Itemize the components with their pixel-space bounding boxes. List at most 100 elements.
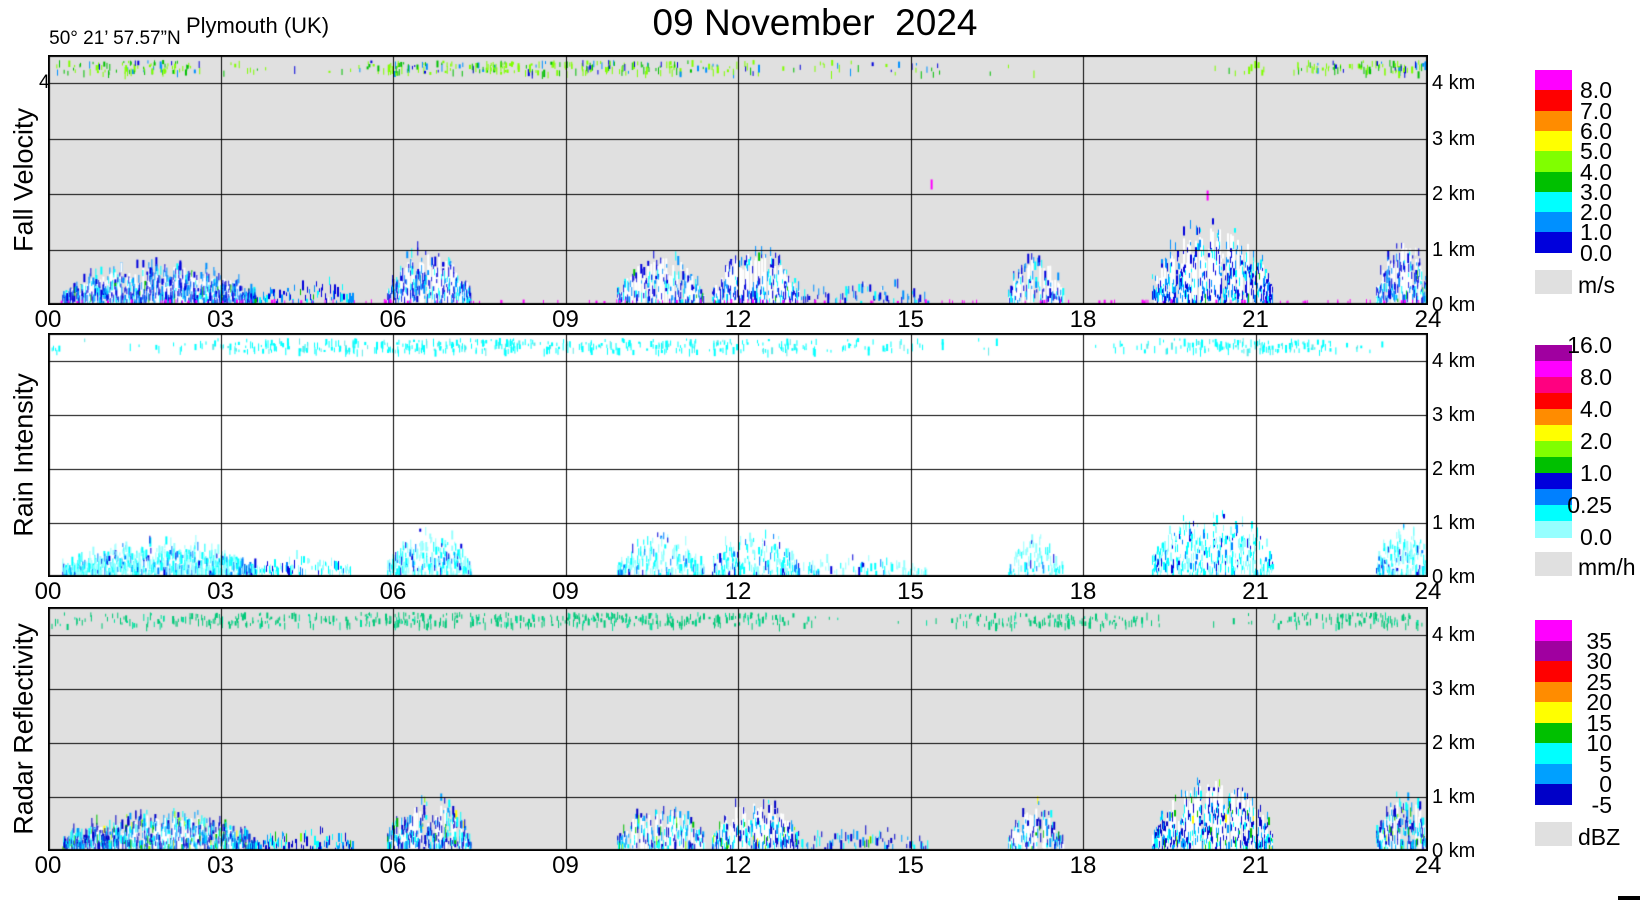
x-tick: 18 [1069, 852, 1097, 879]
fall-velocity-legend-label: 6.0 [1580, 117, 1612, 144]
x-tick: 18 [1069, 306, 1097, 333]
rain-intensity-legend-label: 0.0 [1580, 524, 1612, 550]
fall-velocity-legend-swatch [1535, 151, 1572, 172]
x-tick: 15 [897, 306, 924, 333]
fall-velocity-legend-swatch [1535, 70, 1572, 91]
fall-velocity-legend-swatch [1535, 171, 1572, 193]
panel-label-radar-reflectivity: Radar Reflectivity [8, 623, 39, 835]
rain-intensity-legend-swatch [1535, 457, 1572, 474]
fall-velocity-unit-label: m/s [1578, 272, 1616, 298]
fall-velocity-legend-swatch [1535, 110, 1572, 132]
latitude-text: 50° 21’ 57.57”N [49, 28, 181, 49]
fall-velocity-legend-swatch [1535, 212, 1572, 233]
fall-velocity-legend-swatch [1535, 191, 1572, 213]
rain-intensity-legend-label: 4.0 [1580, 396, 1612, 422]
x-tick: 15 [897, 578, 924, 605]
rain-intensity-legend-swatch [1535, 361, 1572, 378]
fall-velocity-legend-label: 5.0 [1580, 138, 1612, 165]
x-tick: 12 [724, 578, 752, 605]
x-tick: 09 [552, 578, 579, 605]
x-tick: 18 [1069, 578, 1097, 605]
x-tick: 21 [1242, 852, 1269, 879]
fall-velocity-legend-label: 3.0 [1580, 178, 1612, 205]
rain-intensity-legend-label: 8.0 [1580, 364, 1612, 390]
x-tick: 06 [379, 306, 407, 333]
x-tick: 09 [552, 306, 579, 333]
rain-intensity-legend-label: 0.25 [1567, 492, 1612, 518]
x-tick: 00 [34, 306, 62, 333]
radar-reflectivity-legend-swatch [1535, 640, 1572, 662]
radar-reflectivity-legend-swatch [1535, 763, 1572, 785]
rain-intensity-legend-swatch [1535, 377, 1572, 394]
y-tick: 0 km [1432, 294, 1476, 316]
page-title: 09 November 2024 [652, 2, 978, 43]
radar-reflectivity-legend-swatch [1535, 722, 1572, 744]
fall-velocity-legend-label: 8.0 [1580, 77, 1612, 104]
rain-intensity-legend-label: 2.0 [1580, 428, 1612, 454]
fall-velocity-legend-label: 0.0 [1580, 239, 1612, 266]
radar-reflectivity-legend-swatch [1535, 784, 1572, 805]
radar-reflectivity-legend-label: 10 [1586, 730, 1612, 756]
rain-intensity-legend-swatch [1535, 409, 1572, 426]
radar-reflectivity-legend-label: 0 [1599, 771, 1612, 797]
x-tick: 00 [34, 578, 62, 605]
radar-reflectivity-legend-label: 25 [1586, 668, 1612, 695]
y-tick: 4 km [1432, 624, 1476, 646]
rain-intensity-unit-label: mm/h [1578, 554, 1636, 580]
fall-velocity-legend-swatch [1535, 130, 1572, 152]
fall-velocity-legend-label: 1.0 [1580, 219, 1612, 246]
radar-reflectivity-legend-swatch [1535, 681, 1572, 703]
x-tick: 21 [1242, 306, 1269, 333]
rain-intensity-legend-noise-box [1535, 552, 1572, 576]
radar-reflectivity-plot-canvas [48, 607, 1428, 851]
x-tick: 03 [207, 578, 234, 605]
y-tick: 4 km [1432, 72, 1476, 94]
radar-reflectivity-legend-label: 20 [1586, 689, 1612, 715]
radar-reflectivity-legend-label: 30 [1586, 648, 1612, 674]
x-tick: 12 [724, 306, 752, 333]
radar-reflectivity-unit-label: dBZ [1578, 824, 1621, 850]
x-tick: 24 [1414, 852, 1442, 879]
y-tick: 0 km [1432, 566, 1476, 588]
bottom-right-mark [1618, 896, 1640, 900]
x-tick: 21 [1242, 578, 1269, 605]
fall-velocity-legend-noise-box [1535, 270, 1572, 294]
rain-intensity-legend-label: 16.0 [1567, 332, 1612, 358]
fall-velocity-legend-swatch [1535, 90, 1572, 112]
fall-velocity-legend-label: 2.0 [1580, 199, 1612, 226]
rain-intensity-legend-swatch [1535, 489, 1572, 506]
x-tick: 15 [897, 852, 924, 879]
y-tick: 3 km [1432, 678, 1476, 700]
rain-intensity-legend-swatch [1535, 441, 1572, 458]
y-tick: 0 km [1432, 840, 1476, 862]
panel-label-fall-velocity: Fall Velocity [8, 107, 39, 253]
x-tick: 06 [379, 578, 407, 605]
radar-reflectivity-legend-label: 35 [1586, 627, 1612, 654]
radar-reflectivity-legend-swatch [1535, 661, 1572, 682]
radar-reflectivity-legend-label: -5 [1591, 791, 1612, 818]
y-tick: 3 km [1432, 127, 1476, 150]
y-tick: 4 km [1432, 350, 1476, 372]
x-tick: 06 [379, 852, 407, 879]
rain-intensity-legend-swatch [1535, 521, 1572, 538]
rain-intensity-legend-label: 1.0 [1580, 460, 1612, 486]
y-tick: 2 km [1432, 458, 1476, 480]
station-name: Plymouth (UK) [186, 13, 330, 38]
fall-velocity-plot-canvas [48, 55, 1428, 305]
x-tick: 00 [34, 852, 62, 879]
rain-intensity-legend-swatch [1535, 393, 1572, 410]
rain-intensity-legend-swatch [1535, 425, 1572, 442]
rain-intensity-legend-swatch [1535, 345, 1572, 362]
radar-reflectivity-legend-swatch [1535, 620, 1572, 641]
x-tick: 24 [1414, 306, 1442, 333]
y-tick: 1 km [1432, 238, 1476, 261]
rain-intensity-legend-swatch [1535, 473, 1572, 490]
x-tick: 24 [1414, 578, 1442, 605]
y-tick: 2 km [1432, 732, 1476, 754]
radar-reflectivity-legend-label: 15 [1586, 709, 1612, 736]
rain-intensity-legend-swatch [1535, 505, 1572, 522]
radar-reflectivity-legend-swatch [1535, 702, 1572, 723]
rain-intensity-plot-canvas [48, 333, 1428, 577]
y-tick: 1 km [1432, 786, 1476, 808]
